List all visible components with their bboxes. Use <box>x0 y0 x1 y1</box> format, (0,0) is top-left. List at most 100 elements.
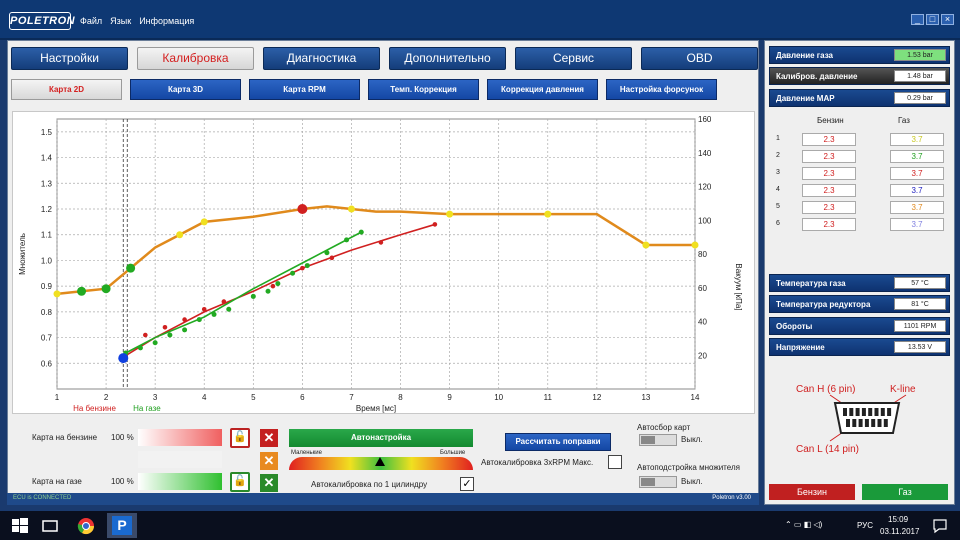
map-gas-label: Карта на газе <box>32 477 82 486</box>
subtab-map-rpm[interactable]: Карта RPM <box>249 79 360 100</box>
red-data-point <box>329 255 335 261</box>
subtab-injector-setup[interactable]: Настройка форсунок <box>606 79 717 100</box>
red-data-point <box>432 222 438 227</box>
menu-language[interactable]: Язык <box>110 16 132 26</box>
special-point <box>118 353 129 364</box>
autoadj-toggle[interactable] <box>639 476 677 488</box>
task-view-icon[interactable] <box>40 516 60 536</box>
obd-pins <box>843 408 892 427</box>
minimize-button[interactable]: _ <box>911 14 924 25</box>
reset-both-button[interactable]: ✕ <box>260 452 278 470</box>
y-tick-label: 0.8 <box>41 308 53 317</box>
y-tick-label: 1.3 <box>41 179 53 188</box>
tab-settings[interactable]: Настройки <box>11 47 128 70</box>
tab-obd[interactable]: OBD <box>641 47 758 70</box>
red-data-point <box>300 265 305 271</box>
x-tick-label: 9 <box>447 393 452 402</box>
yellow-data-point <box>544 210 552 218</box>
clock-date[interactable]: 03.11.2017 <box>880 527 920 536</box>
menu-info[interactable]: Информация <box>139 16 195 26</box>
windows-start-icon[interactable] <box>10 516 30 536</box>
kline-label: K-line <box>890 384 916 395</box>
subtab-pressure-correction[interactable]: Коррекция давления <box>487 79 598 100</box>
sensor-calib-pressure: Калибров. давление 1.48 bar <box>769 67 950 85</box>
auto-tune-button[interactable]: Автонастройка <box>289 429 473 447</box>
tab-calibration[interactable]: Калибровка <box>137 47 254 70</box>
cylinder-gas-value: 3.7 <box>890 201 944 214</box>
green-data-point <box>167 332 173 338</box>
y-tick-label: 1.0 <box>41 256 53 265</box>
sensor-panel: Давление газа 1.53 bar Калибров. давлени… <box>764 40 955 505</box>
cyl-head-gas: Газ <box>898 116 910 125</box>
green-data-point <box>137 345 143 351</box>
y-tick-label: 0.6 <box>41 359 53 368</box>
reset-gas-button[interactable]: ✕ <box>260 474 278 492</box>
calibration-chart[interactable]: 1 2 3 4 5 6 7 8 9 10 11 12 13 14 0.6 0.7 0.8 0.9 1.0 1.1 1.2… <box>12 111 755 414</box>
obd-pin <box>852 419 857 427</box>
green-data-point <box>226 306 232 312</box>
x-tick-label: 2 <box>104 393 109 402</box>
tab-advanced[interactable]: Дополнительно <box>389 47 506 70</box>
clock-time[interactable]: 15:09 <box>888 515 909 524</box>
red-data-point <box>143 332 148 338</box>
x-tick-label: 12 <box>592 393 601 402</box>
notifications-icon[interactable] <box>930 516 950 536</box>
y2-tick-label: 40 <box>698 318 707 327</box>
poletron-taskbar-item[interactable]: P <box>107 513 137 538</box>
gauge-large-label: Большие <box>440 450 466 456</box>
menu-file[interactable]: Файл <box>80 16 103 26</box>
switch-gas-button[interactable]: Газ <box>862 484 948 500</box>
autoadj-state: Выкл. <box>681 477 703 486</box>
obd-pin <box>887 408 892 416</box>
window-controls: _ □ × <box>911 14 954 25</box>
chrome-icon[interactable] <box>76 516 96 536</box>
gas-marker-label: На газе <box>133 404 161 413</box>
sensor-gas-temp: Температура газа 57 °C <box>769 274 950 292</box>
x-tick-label: 13 <box>641 393 650 402</box>
y2-tick-label: 60 <box>698 284 707 293</box>
y2-tick-label: 100 <box>698 216 712 225</box>
cylinder-gas-value: 3.7 <box>890 184 944 197</box>
tray-icons[interactable]: ⌃ ▭ ◧ ◁) <box>785 520 823 529</box>
chart-svg: 1 2 3 4 5 6 7 8 9 10 11 12 13 140.60.70.80.91.01.11.2… <box>18 115 743 413</box>
y2-tick-label: 120 <box>698 183 712 192</box>
maximize-button[interactable]: □ <box>926 14 939 25</box>
autocal-rpm-checkbox[interactable] <box>608 455 622 469</box>
autoadj-label: Автоподстройка множителя <box>637 463 740 472</box>
x-tick-label: 6 <box>300 393 305 402</box>
main-tabs: Настройки Калибровка Диагностика Дополни… <box>11 47 758 70</box>
close-button[interactable]: × <box>941 14 954 25</box>
cylinder-petrol-value: 2.3 <box>802 201 856 214</box>
subtab-temp-correction[interactable]: Темп. Коррекция <box>368 79 479 100</box>
calc-corrections-button[interactable]: Рассчитать поправки <box>505 433 611 451</box>
lock-gas-icon[interactable]: 🔓 <box>230 472 250 492</box>
subtab-map-2d[interactable]: Карта 2D <box>11 79 122 100</box>
tab-service[interactable]: Сервис <box>515 47 632 70</box>
language-indicator[interactable]: РУС <box>857 521 874 530</box>
obd-pin <box>861 408 866 416</box>
reset-petrol-button[interactable]: ✕ <box>260 429 278 447</box>
subtab-map-3d[interactable]: Карта 3D <box>130 79 241 100</box>
green-data-point <box>250 293 256 299</box>
autosave-toggle[interactable] <box>639 434 677 446</box>
obd-pin <box>858 419 863 427</box>
sensor-value: 1.53 bar <box>894 49 946 61</box>
tab-diagnostics[interactable]: Диагностика <box>263 47 380 70</box>
sensor-name: Давление MAP <box>776 94 835 103</box>
series-line-2 <box>125 231 362 354</box>
red-data-point <box>201 306 207 312</box>
status-bar: ECU is CONNECTED Poletron v3.00 <box>7 493 759 505</box>
x-tick-label: 4 <box>202 393 207 402</box>
sensor-value: 13.53 V <box>894 341 946 353</box>
lock-petrol-icon[interactable]: 🔓 <box>230 428 250 448</box>
switch-petrol-button[interactable]: Бензин <box>769 484 855 500</box>
cylinder-number: 5 <box>776 203 780 210</box>
yellow-data-point <box>176 231 184 239</box>
cylinder-number: 4 <box>776 186 780 193</box>
x-axis-title: Время [мс] <box>356 404 396 413</box>
map-petrol-pct: 100 % <box>111 433 134 442</box>
sensor-value: 57 °C <box>894 277 946 289</box>
autocal-cyl-checkbox[interactable]: ✓ <box>460 477 474 491</box>
autocal-cyl-label: Автокалибровка по 1 цилиндру <box>311 480 428 489</box>
green-data-point <box>275 281 281 287</box>
